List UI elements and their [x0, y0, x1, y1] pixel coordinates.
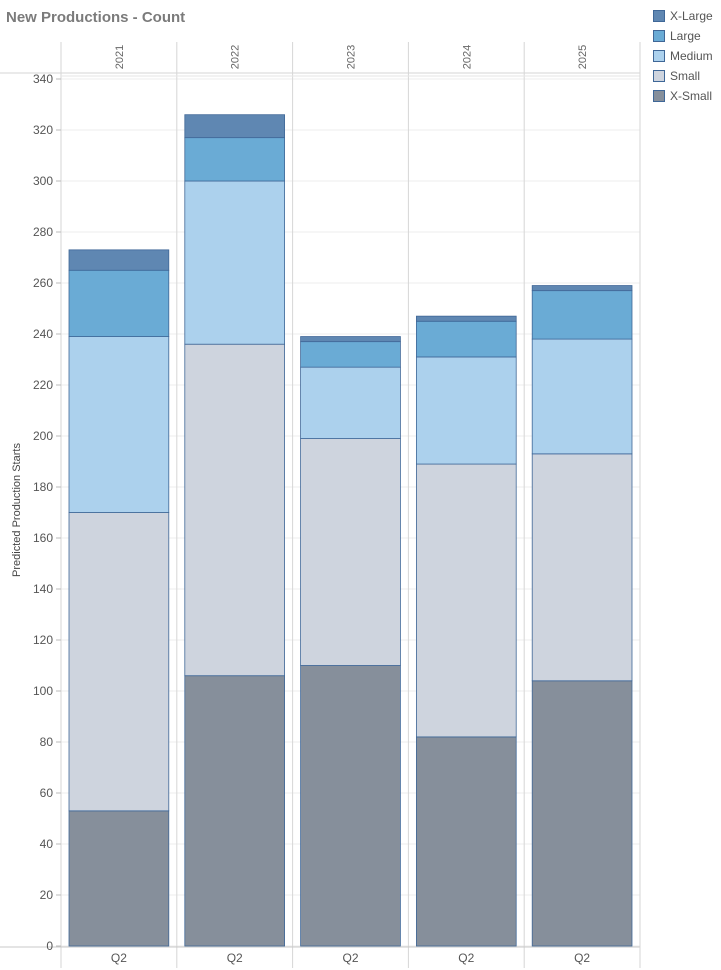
bar-segment-medium [300, 366, 401, 439]
x-category-label: Q2 [342, 951, 358, 965]
y-tick-label: 40 [40, 837, 54, 851]
y-tick-label: 160 [33, 531, 53, 545]
x-category-label: Q2 [111, 951, 127, 965]
bar-segment-small [184, 343, 286, 677]
bar-segment-x-small [415, 736, 517, 947]
y-tick-label: 260 [33, 276, 53, 290]
bar-segment-x-small [300, 665, 401, 947]
legend-item: X-Large [653, 6, 713, 26]
legend: X-Large Large Medium Small X-Small [653, 6, 713, 106]
bar-segment-medium [68, 336, 170, 513]
bar-segment-small [300, 438, 401, 666]
legend-item: Large [653, 26, 713, 46]
y-axis-label: Predicted Production Starts [11, 443, 23, 577]
bar-segment-small [68, 512, 170, 812]
legend-item: X-Small [653, 86, 713, 106]
bar-segment-x-small [184, 675, 286, 947]
bar-segment-large [184, 137, 286, 182]
y-tick-label: 340 [33, 72, 53, 86]
y-tick-label: 0 [46, 939, 53, 953]
y-tick-label: 180 [33, 480, 53, 494]
legend-label: X-Large [670, 9, 713, 23]
y-tick-label: 140 [33, 582, 53, 596]
y-tick-label: 280 [33, 225, 53, 239]
bar-segment-x-small [531, 680, 633, 947]
x-category-label: Q2 [574, 951, 590, 965]
y-tick-label: 100 [33, 684, 53, 698]
bar-segment-large [300, 341, 401, 368]
legend-label: Large [670, 29, 701, 43]
y-tick-label: 60 [40, 786, 54, 800]
legend-item: Small [653, 66, 713, 86]
bar-segment-medium [184, 180, 286, 345]
y-tick-label: 200 [33, 429, 53, 443]
bar-segment-large [531, 290, 633, 340]
chart-title: New Productions - Count [6, 9, 186, 26]
legend-swatch [653, 90, 665, 102]
year-header-label: 2024 [461, 45, 473, 69]
y-tick-label: 20 [40, 888, 54, 902]
legend-item: Medium [653, 46, 713, 66]
legend-label: Medium [670, 49, 713, 63]
bar-segment-large [415, 320, 517, 358]
year-header-label: 2023 [346, 45, 358, 69]
bar-segment-x-large [415, 315, 517, 322]
bar-segment-x-large [184, 114, 286, 139]
year-header-label: 2025 [577, 45, 589, 69]
x-category-label: Q2 [458, 951, 474, 965]
y-tick-label: 320 [33, 123, 53, 137]
year-header-label: 2021 [114, 45, 126, 69]
y-tick-label: 120 [33, 633, 53, 647]
bar-segment-medium [531, 338, 633, 455]
year-header-label: 2022 [230, 45, 242, 69]
bar-segment-x-large [300, 336, 401, 343]
bar-segment-medium [415, 356, 517, 465]
bar-segment-x-large [531, 285, 633, 292]
bar-segment-x-small [68, 810, 170, 947]
bar-segment-large [68, 269, 170, 337]
legend-swatch [653, 50, 665, 62]
y-tick-label: 240 [33, 327, 53, 341]
y-tick-label: 80 [40, 735, 54, 749]
bar-segment-small [531, 453, 633, 682]
legend-swatch [653, 70, 665, 82]
y-tick-label: 220 [33, 378, 53, 392]
bar-segment-x-large [68, 249, 170, 271]
legend-swatch [653, 30, 665, 42]
bar-segment-small [415, 463, 517, 738]
legend-label: X-Small [670, 89, 713, 103]
y-tick-label: 300 [33, 174, 53, 188]
legend-label: Small [670, 69, 701, 83]
legend-swatch [653, 10, 665, 22]
x-category-label: Q2 [227, 951, 243, 965]
